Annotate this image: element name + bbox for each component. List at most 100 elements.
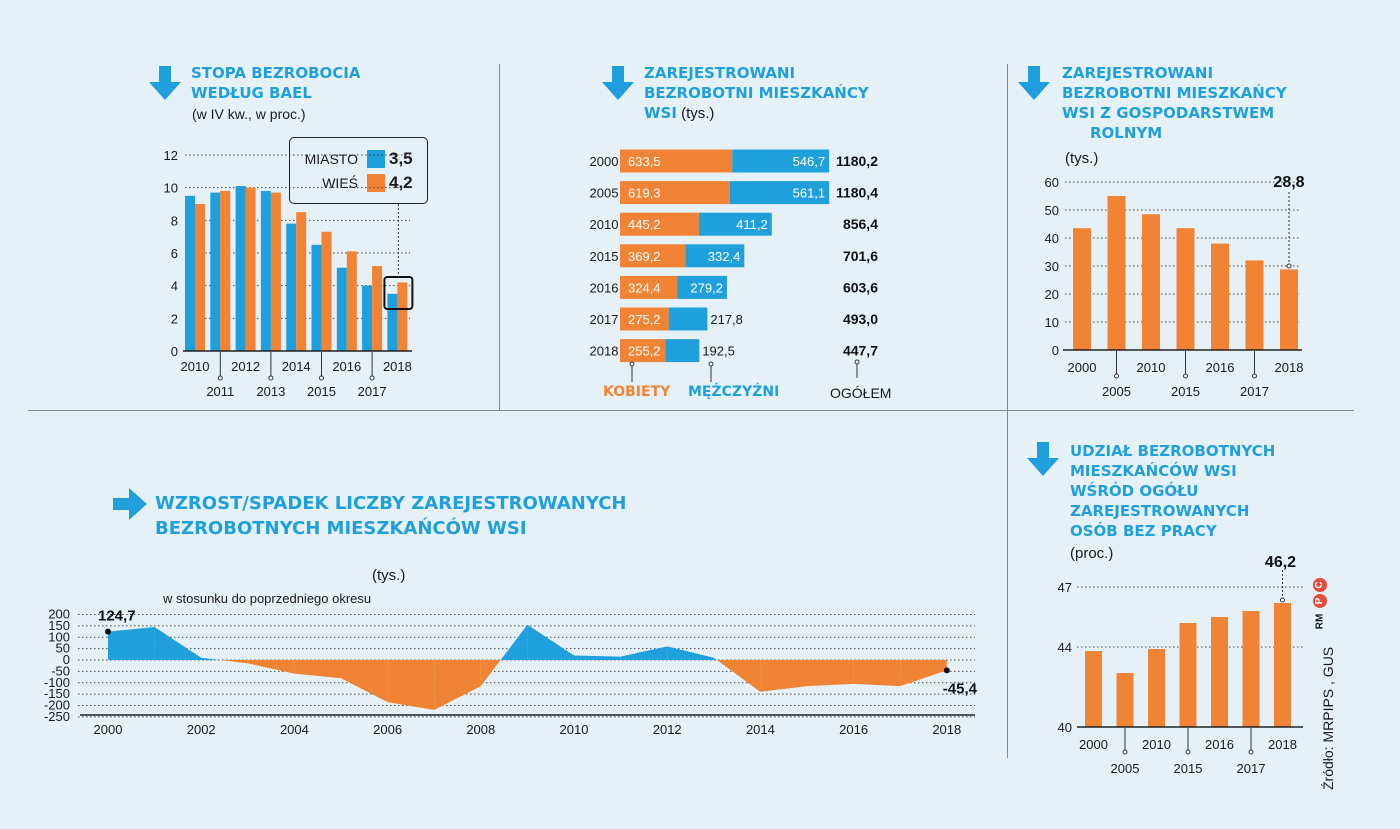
x-tick-label: 2018 (1275, 360, 1304, 375)
down-arrow-icon (602, 66, 634, 100)
callout-value: 28,8 (1273, 174, 1304, 191)
title-line: BEZROBOTNI MIESZKAŃCY (1062, 84, 1287, 102)
legend-wies-value: 4,2 (389, 173, 413, 192)
y-tick-label: 60 (1045, 175, 1059, 190)
y-tick-label: 47 (1058, 580, 1072, 595)
x-tick-label: 2000 (94, 722, 123, 737)
x-tick-label: 2013 (256, 384, 285, 399)
pointer-dot (629, 361, 635, 367)
bar (1274, 603, 1291, 727)
legend-miasto-value: 3,5 (389, 149, 413, 168)
x-tick-label: 2017 (358, 384, 387, 399)
row-year-label: 2000 (590, 154, 619, 169)
value-label-first: 124,7 (98, 608, 136, 625)
x-tick-label: 2018 (383, 359, 412, 374)
x-tick-label: 2010 (1137, 360, 1166, 375)
panel4-unit: (tys.) (372, 567, 406, 584)
x-tick-label: 2011 (206, 384, 234, 399)
pointer-dot (854, 359, 860, 365)
x-tick-label: 2018 (1268, 737, 1297, 752)
title-line: WSI Z GOSPODARSTWEM (1062, 104, 1275, 122)
bar-miasto (286, 223, 297, 351)
title-line: STOPA BEZROBOCIA (191, 64, 361, 82)
area-segment-negative (247, 660, 295, 674)
x-tick-label: 2010 (1142, 737, 1171, 752)
bar (1085, 651, 1102, 727)
total-label: 447,7 (843, 343, 878, 359)
row-year-label: 2018 (590, 344, 619, 359)
callout-value: 46,2 (1265, 554, 1296, 571)
separator-line (499, 64, 500, 410)
area-segment-positive (713, 657, 717, 660)
panel3-title: ZAREJESTROWANI BEZROBOTNI MIESZKAŃCY WSI… (1062, 63, 1287, 143)
bar (1211, 617, 1228, 727)
x-tick-label: 2015 (1174, 761, 1203, 776)
area-segment-negative (294, 660, 341, 679)
total-label: 856,4 (843, 216, 878, 232)
y-tick-label: 200 (48, 607, 70, 622)
title-line: OSÓB BEZ PRACY (1070, 522, 1217, 540)
bar-mezczyzni (677, 275, 727, 299)
y-tick-label: 30 (1045, 259, 1059, 274)
panel3-subtitle: (tys.) (1065, 150, 1099, 167)
down-arrow-icon (1018, 66, 1050, 100)
title-line: UDZIAŁ BEZROBOTNYCH (1070, 442, 1276, 460)
pointer-dot (708, 361, 714, 367)
bar (1107, 196, 1126, 350)
panel4-title: WZROST/SPADEK LICZBY ZAREJESTROWANYCH BE… (155, 491, 626, 541)
bar-kobiety (620, 307, 669, 331)
bar-miasto (311, 244, 322, 351)
x-tick-label: 2000 (1068, 360, 1097, 375)
x-tick-dot (1248, 749, 1254, 755)
y-tick-label: 100 (48, 629, 70, 644)
y-tick-label: 10 (164, 181, 178, 196)
total-label: 603,6 (843, 279, 878, 295)
x-tick-dot (1252, 373, 1257, 379)
legend-ogolem: OGÓŁEM (830, 385, 892, 401)
x-tick-label: 2000 (1079, 737, 1108, 752)
bar-kobiety (620, 244, 686, 268)
x-tick-label: 2016 (332, 359, 361, 374)
y-tick-label: 20 (1045, 287, 1059, 302)
panel5-title: UDZIAŁ BEZROBOTNYCH MIESZKAŃCÓW WSI WŚRÓ… (1070, 441, 1275, 541)
legend-box: MIASTO 3,5 WIEŚ 4,2 (289, 137, 428, 204)
total-label: 701,6 (843, 248, 878, 264)
bar-miasto (210, 192, 221, 351)
bar-wies (346, 251, 357, 351)
bar-mezczyzni (668, 307, 708, 331)
bar-wies (245, 187, 256, 351)
y-tick-label: 50 (56, 641, 70, 656)
x-tick-label: 2017 (1240, 384, 1269, 399)
bar (1179, 623, 1197, 727)
x-tick-label: 2017 (1237, 761, 1266, 776)
x-tick-label: 2015 (307, 384, 336, 399)
value-label-kobiety: 619,3 (628, 186, 661, 201)
bar-kobiety (620, 181, 730, 205)
value-label-kobiety: 633,5 (628, 154, 661, 169)
row-year-label: 2015 (590, 249, 619, 264)
bar-wies (397, 282, 408, 351)
bar-mezczyzni (729, 181, 830, 205)
x-tick-label: 2018 (932, 722, 961, 737)
x-tick-dot (268, 375, 274, 381)
bar-miasto (185, 195, 195, 351)
y-tick-label: 44 (1058, 640, 1072, 655)
title-line: BEZROBOTNI MIESZKAŃCY (644, 84, 869, 102)
callout-dot (1280, 597, 1285, 603)
bar (1148, 649, 1165, 727)
value-label-mezczyzni: 561,1 (793, 186, 826, 201)
bar-mezczyzni (685, 244, 745, 268)
area-segment-positive (500, 624, 528, 660)
y-tick-label: -150 (44, 686, 70, 701)
area-segment-positive (527, 624, 574, 660)
bar-miasto (260, 190, 271, 351)
total-label: 1180,2 (836, 153, 878, 169)
y-tick-label: 10 (1045, 315, 1059, 330)
bar (1245, 260, 1264, 350)
separator-line (1007, 64, 1008, 758)
area-segment-negative (900, 660, 947, 687)
value-label-mezczyzni: 546,7 (793, 154, 826, 169)
legend-wies-swatch (367, 174, 385, 192)
y-tick-label: 50 (1045, 203, 1059, 218)
row-year-label: 2017 (590, 312, 619, 327)
